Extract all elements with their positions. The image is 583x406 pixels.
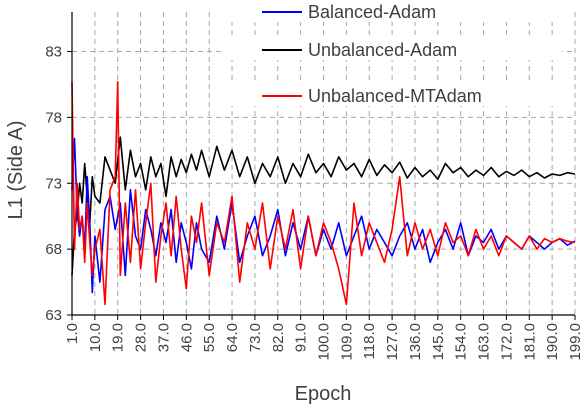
x-tick-label: 109.0 <box>338 323 355 361</box>
x-tick-label: 19.0 <box>110 323 127 352</box>
y-tick-label: 73 <box>45 175 62 192</box>
series-line-unbalanced-adam <box>71 136 576 276</box>
x-tick-label: 181.0 <box>521 323 538 361</box>
legend-background <box>222 82 562 106</box>
y-tick-labels: 63 68 73 78 83 <box>45 44 72 324</box>
y-tick-label: 68 <box>45 241 62 258</box>
legend-background <box>222 36 562 60</box>
x-tick-label: 118.0 <box>361 323 378 359</box>
x-tick-label: 145.0 <box>430 323 447 361</box>
x-tick-label: 127.0 <box>384 323 401 361</box>
x-tick-label: 10.0 <box>87 323 104 352</box>
x-tick-label: 46.0 <box>178 323 195 352</box>
x-tick-label: 172.0 <box>498 323 515 361</box>
x-axis-title: Epoch <box>295 383 352 405</box>
x-tick-label: 55.0 <box>201 323 218 352</box>
x-tick-label: 28.0 <box>133 323 150 352</box>
x-tick-label: 163.0 <box>476 323 493 361</box>
legend-background <box>222 0 562 22</box>
legend-entry: Unbalanced-Adam <box>308 40 457 60</box>
x-tick-label: 190.0 <box>544 323 561 361</box>
x-tick-label: 64.0 <box>224 323 241 352</box>
x-tick-labels: 1.0 10.0 19.0 28.0 37.0 46.0 55.0 64.0 73.0 82.0 9… <box>64 315 583 361</box>
legend: Balanced-Adam Unbalanced-Adam Unbalanced-M… <box>222 0 562 106</box>
legend-entry: Balanced-Adam <box>308 2 436 22</box>
x-tick-label: 154.0 <box>453 323 470 361</box>
x-tick-label: 199.0 <box>567 323 583 361</box>
x-tick-label: 100.0 <box>316 323 333 361</box>
x-tick-label: 37.0 <box>155 323 172 352</box>
x-tick-label: 91.0 <box>293 323 310 352</box>
y-tick-label: 78 <box>45 109 62 126</box>
y-tick-label: 83 <box>45 44 62 61</box>
x-tick-label: 82.0 <box>270 323 287 352</box>
x-tick-label: 73.0 <box>247 323 264 352</box>
series-line-balanced-adam <box>71 137 576 294</box>
series-line-unbalanced-mtadam <box>71 81 576 306</box>
x-tick-label: 1.0 <box>64 323 81 344</box>
y-axis-title: L1 (Side A) <box>5 121 27 220</box>
x-tick-label: 136.0 <box>407 323 424 361</box>
series-lines <box>71 81 576 306</box>
y-tick-label: 63 <box>45 307 62 324</box>
legend-entry: Unbalanced-MTAdam <box>308 86 482 106</box>
